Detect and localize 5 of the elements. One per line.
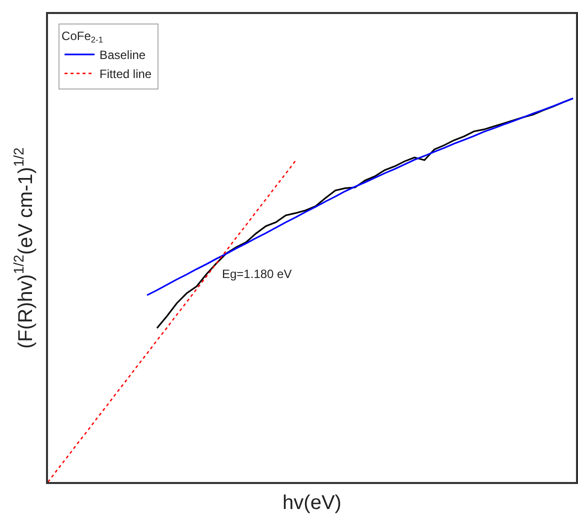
x-axis-title: hv(eV) <box>282 492 342 514</box>
legend-label: Fitted line <box>100 67 152 82</box>
annotation: Eg=1.180 eV <box>222 267 292 281</box>
legend-title: CoFe$_{2-1}$ <box>62 28 104 44</box>
legend-label: Baseline <box>100 48 146 62</box>
